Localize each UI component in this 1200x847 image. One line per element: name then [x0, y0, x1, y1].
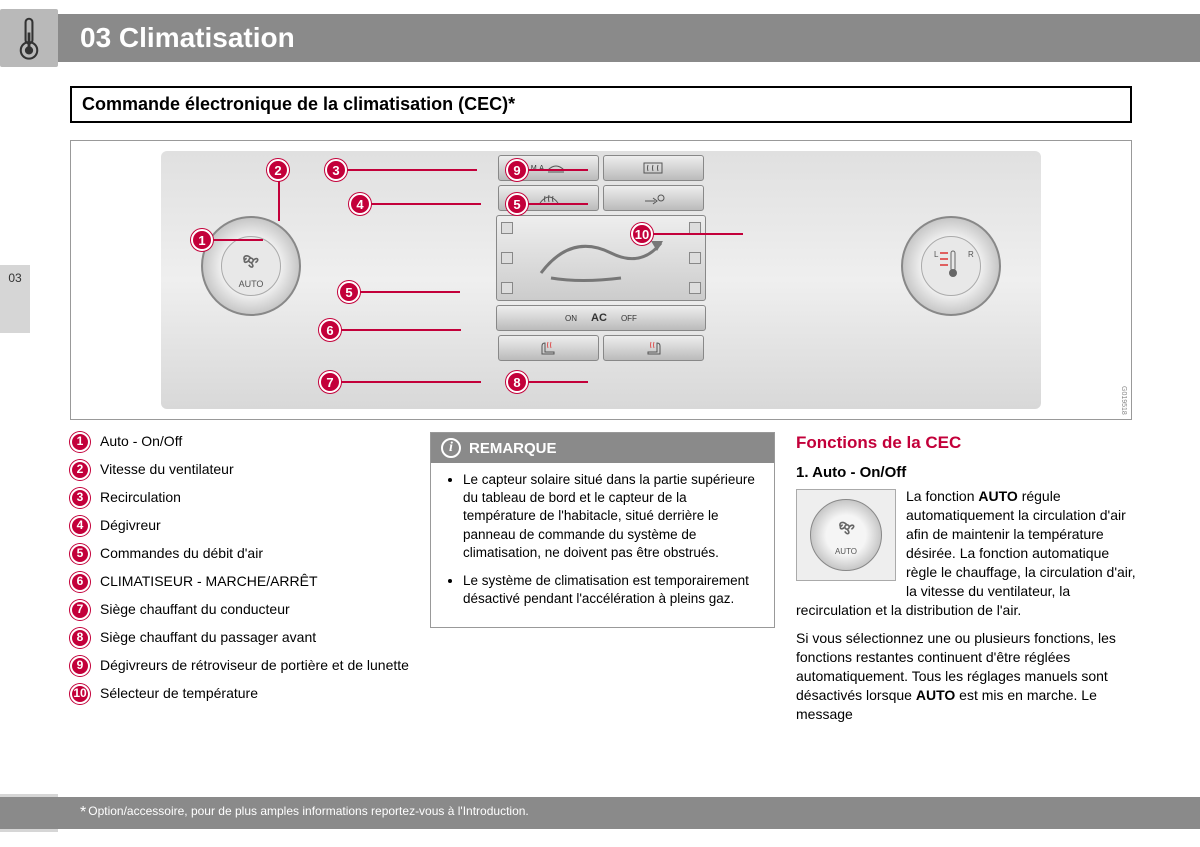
airflow-side-btn-2 [501, 252, 513, 264]
airflow-top-button [603, 185, 704, 211]
footer-bar: *Option/accessoire, pour de plus amples … [0, 797, 1200, 829]
note-box: i REMARQUE Le capteur solaire situé dans… [430, 432, 775, 628]
temp-L-label: L [934, 250, 939, 259]
side-tab: 03 [0, 265, 30, 333]
note-title: REMARQUE [469, 440, 557, 457]
center-button-column: M A ON AC OFF [496, 155, 706, 365]
section-title: Fonctions de la CEC [796, 432, 1136, 455]
mini-dial: AUTO [810, 499, 882, 571]
legend-list: 1Auto - On/Off 2Vitesse du ventilateur 3… [70, 432, 420, 712]
airflow-side-btn-5 [689, 252, 701, 264]
callout-5b: 5 [338, 281, 360, 303]
ac-button: ON AC OFF [496, 305, 706, 331]
heated-seat-right-button [603, 335, 704, 361]
legend-item: 8Siège chauffant du passager avant [70, 628, 420, 648]
note-box-container: i REMARQUE Le capteur solaire situé dans… [430, 432, 775, 628]
fan-speed-dial: AUTO [201, 216, 301, 316]
airflow-side-btn-6 [689, 282, 701, 294]
legend-item: 9Dégivreurs de rétroviseur de portière e… [70, 656, 420, 676]
functions-section: Fonctions de la CEC 1. Auto - On/Off AUT… [796, 432, 1136, 724]
legend-item: 6CLIMATISEUR - MARCHE/ARRÊT [70, 572, 420, 592]
note-bullet: Le capteur solaire situé dans la partie … [463, 471, 762, 562]
section-subtitle: Commande électronique de la climatisatio… [70, 86, 1132, 123]
callout-2: 2 [267, 159, 289, 181]
temperature-dial: L R [901, 216, 1001, 316]
callout-8: 8 [506, 371, 528, 393]
recirc-icon [546, 162, 566, 174]
legend-item: 2Vitesse du ventilateur [70, 460, 420, 480]
image-reference-code: G019518 [1120, 386, 1127, 415]
callout-9: 9 [506, 159, 528, 181]
note-bullet: Le système de climatisation est temporai… [463, 572, 762, 608]
callout-3: 3 [325, 159, 347, 181]
auto-dial-thumbnail: AUTO [796, 489, 896, 581]
paragraph-2: Si vous sélectionnez une ou plusieurs fo… [796, 629, 1136, 723]
sub-section-title: 1. Auto - On/Off [796, 463, 1136, 483]
panel-surface: AUTO L R M A [161, 151, 1041, 409]
legend-item: 4Dégivreur [70, 516, 420, 536]
airflow-head-icon [641, 191, 665, 205]
callout-1: 1 [191, 229, 213, 251]
footer-note: *Option/accessoire, pour de plus amples … [80, 804, 529, 822]
thermometer-icon [0, 9, 58, 67]
temp-dial-inner: L R [921, 236, 981, 296]
legend-item: 3Recirculation [70, 488, 420, 508]
heated-seat-icon [538, 340, 560, 356]
legend-item: 7Siège chauffant du conducteur [70, 600, 420, 620]
callout-7: 7 [319, 371, 341, 393]
note-header: i REMARQUE [431, 433, 774, 463]
rear-defrost-icon [642, 161, 664, 175]
heated-seat-icon [642, 340, 664, 356]
callout-4: 4 [349, 193, 371, 215]
control-panel-diagram: AUTO L R M A [70, 140, 1132, 420]
temp-R-label: R [968, 250, 974, 259]
legend-item: 10Sélecteur de température [70, 684, 420, 704]
airflow-side-btn-1 [501, 222, 513, 234]
header-bar: 03 Climatisation [0, 14, 1200, 62]
info-icon: i [441, 438, 461, 458]
legend-item: 1Auto - On/Off [70, 432, 420, 452]
airflow-side-btn-3 [501, 282, 513, 294]
rear-defrost-button [603, 155, 704, 181]
fan-icon [238, 247, 264, 278]
note-body: Le capteur solaire situé dans la partie … [431, 463, 774, 627]
fan-icon [834, 514, 860, 540]
chapter-title: 03 Climatisation [80, 22, 295, 54]
callout-5a: 5 [506, 193, 528, 215]
legend-item: 5Commandes du débit d'air [70, 544, 420, 564]
heated-seat-left-button [498, 335, 599, 361]
airflow-distribution-panel [496, 215, 706, 301]
callout-6: 6 [319, 319, 341, 341]
callout-10: 10 [631, 223, 653, 245]
